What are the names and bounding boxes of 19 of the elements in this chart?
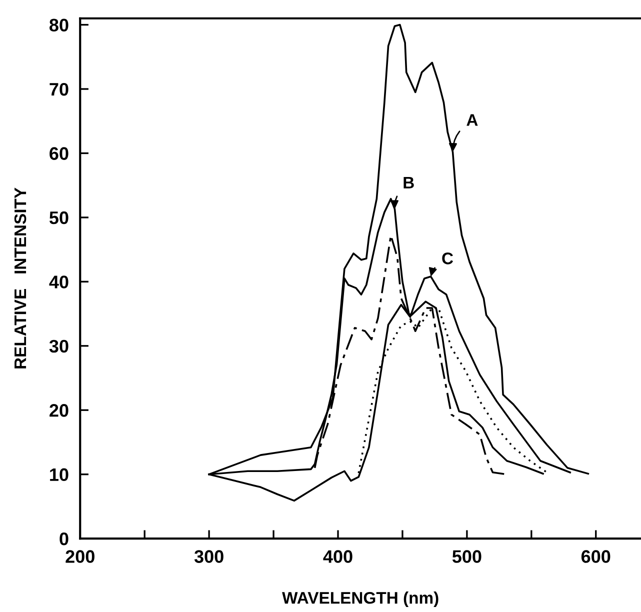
y-tick-label: 60 [50,147,68,160]
y-tick-label: 40 [49,276,68,288]
y-tick-label: 10 [50,468,68,482]
series-label: B [404,176,414,188]
y-tick-label: 80 [50,18,68,32]
y-tick-label: 20 [50,404,68,417]
x-tick-label: 400 [323,550,352,563]
y-tick-label: 50 [49,211,68,224]
y-tick-label: 30 [49,340,68,353]
x-axis-title: WAVELENGTH (nm) [282,592,438,608]
y-tick-label: 70 [50,82,68,96]
x-tick-label: 600 [581,550,610,563]
x-tick-label: 500 [452,550,482,563]
series-label: A [466,114,478,126]
x-tick-label: 200 [66,550,94,563]
y-axis-title: RELATIVE INTENSITY [14,188,26,368]
x-tick-label: 300 [194,550,224,563]
series-label: C [442,252,454,264]
y-tick-label: 0 [60,532,68,546]
